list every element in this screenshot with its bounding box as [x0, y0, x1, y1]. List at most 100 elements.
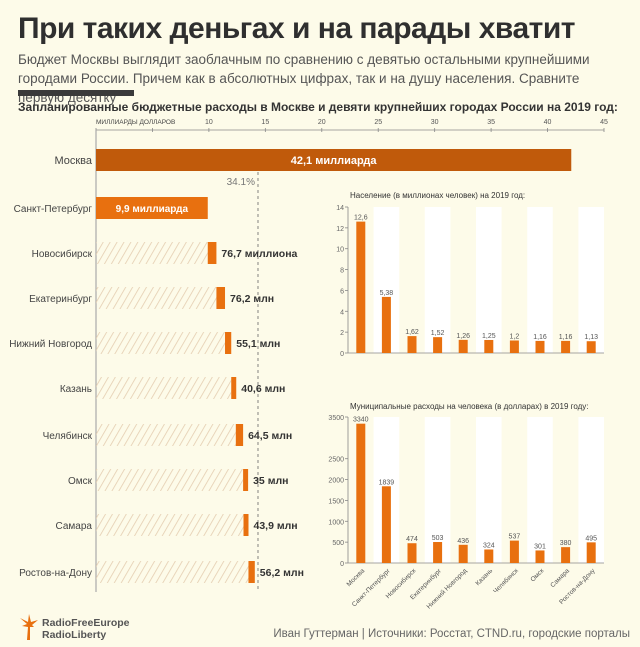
- category-label: Челябинск: [43, 430, 93, 442]
- category-label: Санкт-Петербург: [14, 203, 93, 215]
- category-label: Москва: [54, 155, 92, 167]
- value-label: 35 млн: [253, 475, 288, 487]
- x-tick-label: Омск: [529, 567, 545, 583]
- data-label: 5,38: [380, 290, 394, 297]
- value-label: 56,2 млн: [260, 567, 304, 579]
- y-tick-label: 1000: [328, 519, 344, 526]
- data-label: 503: [432, 535, 444, 542]
- hatched-cumulative-bar: [96, 424, 236, 446]
- bar-increment: [225, 332, 232, 354]
- hatched-cumulative-bar: [96, 514, 244, 536]
- bar: [433, 542, 443, 563]
- bar: [535, 340, 545, 353]
- y-tick-label: 1500: [328, 498, 344, 505]
- x-tick-label: Самара: [549, 567, 571, 589]
- x-tick-label: Москва: [346, 567, 367, 588]
- category-label: Ростов-на-Дону: [19, 568, 92, 579]
- bar: [381, 296, 391, 353]
- data-label: 436: [457, 538, 469, 545]
- bar-increment: [243, 514, 249, 536]
- share-annotation: 34.1%: [227, 177, 255, 188]
- column-stripe: [424, 417, 451, 563]
- y-tick-label: 12: [336, 226, 344, 233]
- x-tick-label: 45: [600, 119, 608, 126]
- data-label: 1,16: [559, 334, 573, 341]
- y-tick-label: 2500: [328, 457, 344, 464]
- data-label: 1,52: [431, 330, 445, 337]
- bar: [356, 423, 366, 563]
- x-tick-label: 40: [544, 119, 552, 126]
- column-stripe: [424, 207, 451, 353]
- chart-title: Население (в миллионах человек) на 2019 …: [350, 191, 525, 200]
- hatched-cumulative-bar: [96, 377, 232, 399]
- value-label: 76,7 миллиона: [221, 248, 297, 260]
- y-tick-label: 0: [340, 561, 344, 568]
- bar-increment: [243, 469, 249, 491]
- bar: [381, 486, 391, 563]
- hatched-cumulative-bar: [96, 561, 249, 583]
- column-stripe: [476, 417, 502, 563]
- x-tick-label: 10: [205, 119, 213, 126]
- logo-line1: RadioFreeEurope: [42, 617, 130, 629]
- bar: [356, 221, 366, 353]
- rferl-logo-icon: [20, 614, 38, 640]
- y-tick-label: 0: [340, 351, 344, 358]
- bar: [561, 340, 571, 353]
- y-tick-label: 2000: [328, 478, 344, 485]
- category-label: Новосибирск: [32, 248, 93, 260]
- data-label: 380: [560, 540, 572, 547]
- data-label: 1,25: [482, 333, 496, 340]
- bar-increment: [235, 424, 244, 446]
- bar-moscow: [96, 149, 572, 171]
- chart-title: Муниципальные расходы на человека (в дол…: [350, 402, 589, 411]
- data-label: 1,2: [510, 333, 520, 340]
- bar: [458, 339, 468, 353]
- bar-increment: [216, 287, 226, 309]
- data-label: 3340: [353, 417, 369, 424]
- bar: [458, 544, 468, 563]
- bar-increment: [231, 377, 237, 399]
- category-label: Казань: [60, 384, 92, 395]
- bar: [561, 547, 571, 563]
- data-label: 474: [406, 536, 418, 543]
- data-label: 1,13: [584, 334, 598, 341]
- x-tick-label: 20: [318, 119, 326, 126]
- source-credit: Иван Гуттерман | Источники: Росстат, CTN…: [273, 628, 630, 640]
- bar: [586, 341, 596, 353]
- category-label: Омск: [68, 476, 93, 487]
- logo-line2: RadioLiberty: [42, 629, 107, 641]
- data-label: 1,26: [456, 333, 470, 340]
- data-label: 537: [509, 534, 521, 541]
- y-tick-label: 4: [340, 309, 344, 316]
- y-tick-label: 3500: [328, 415, 344, 422]
- bar: [433, 337, 443, 353]
- column-stripe: [578, 417, 604, 563]
- population-chart: Население (в миллионах человек) на 2019 …: [336, 191, 604, 358]
- category-label: Нижний Новгород: [9, 339, 92, 350]
- divider: [18, 90, 134, 96]
- bar: [407, 543, 417, 563]
- data-label: 1839: [379, 479, 395, 486]
- column-stripe: [578, 207, 604, 353]
- per-capita-chart: Муниципальные расходы на человека (в дол…: [328, 402, 604, 610]
- bar-increment: [248, 561, 255, 583]
- hatched-cumulative-bar: [96, 242, 208, 264]
- page-title: При таких деньгах и на парады хватит: [18, 12, 575, 45]
- value-label: 40,6 млн: [241, 383, 285, 395]
- x-tick-label: Челябинск: [491, 567, 519, 595]
- bar: [484, 339, 494, 353]
- column-stripe: [527, 417, 553, 563]
- x-tick-label: 25: [374, 119, 382, 126]
- value-label: 55,1 млн: [236, 338, 280, 350]
- hatched-cumulative-bar: [96, 469, 244, 491]
- value-label: 64,5 млн: [248, 430, 292, 442]
- column-stripe: [476, 207, 502, 353]
- category-label: Самара: [56, 521, 93, 532]
- y-tick-label: 8: [340, 268, 344, 275]
- value-label: 42,1 миллиарда: [291, 155, 378, 167]
- data-label: 1,62: [405, 329, 419, 336]
- rferl-logo-text: RadioFreeEurope RadioLiberty: [42, 617, 130, 641]
- x-tick-label: 15: [261, 119, 269, 126]
- value-label: 9,9 миллиарда: [116, 204, 189, 215]
